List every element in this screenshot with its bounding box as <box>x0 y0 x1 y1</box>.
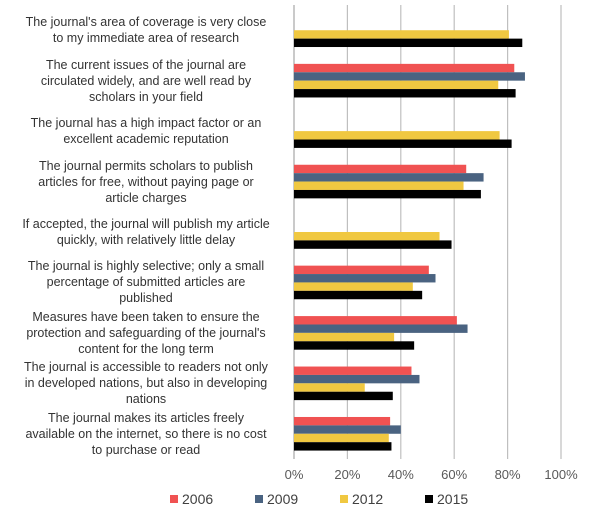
bar-2009 <box>294 324 468 333</box>
category-label-line: The journal is accessible to readers not… <box>24 360 268 375</box>
bar-2009 <box>294 173 484 182</box>
category-label-line: The journal has a high impact factor or … <box>30 116 262 131</box>
bar-2015 <box>294 139 512 148</box>
legend-swatch <box>340 495 348 503</box>
bar-2012 <box>294 232 440 241</box>
bar-2006 <box>294 416 391 426</box>
category-label: The journal's area of coverage is very c… <box>10 14 282 46</box>
bar-2012 <box>294 80 499 90</box>
category-label-line: nations <box>125 392 167 407</box>
category-label-line: protection and safeguarding of the journ… <box>26 325 266 340</box>
bar-2015 <box>294 189 481 199</box>
category-label-line: The journal's area of coverage is very c… <box>25 15 267 30</box>
bar-2006 <box>294 164 467 174</box>
legend-swatch <box>170 495 178 503</box>
legend-swatch <box>255 495 263 503</box>
category-label-line: The journal is highly selective; only a … <box>27 259 265 274</box>
legend-item-2015: 2015 <box>425 491 510 507</box>
category-label: The journal is highly selective; only a … <box>10 258 282 306</box>
bar-2012 <box>294 282 413 291</box>
bar-2012 <box>294 30 509 39</box>
legend-label: 2009 <box>267 491 299 507</box>
legend-item-2006: 2006 <box>170 491 255 507</box>
category-label-line: Measures have been taken to ensure the <box>32 309 260 324</box>
category-label-line: scholars in your field <box>89 89 203 104</box>
category-label: The journal is accessible to readers not… <box>10 359 282 407</box>
category-label-line: The journal makes its articles freely <box>48 410 244 425</box>
x-tick-label: 80% <box>495 467 521 482</box>
category-label-line: to purchase or read <box>91 442 201 457</box>
bar-2015 <box>294 442 392 451</box>
legend-label: 2015 <box>437 491 469 507</box>
bar-2006 <box>294 63 515 73</box>
bar-2012 <box>294 181 464 190</box>
x-tick-label: 40% <box>388 467 414 482</box>
category-label-line: The current issues of the journal are <box>45 57 247 72</box>
legend-swatch <box>425 495 433 503</box>
bar-2009 <box>294 274 436 283</box>
bar-2015 <box>294 290 423 300</box>
category-label-line: circulated widely, and are well read by <box>40 73 252 88</box>
bar-2012 <box>294 383 365 392</box>
x-tick-label: 60% <box>441 467 467 482</box>
category-label-line: The journal permits scholars to publish <box>39 158 253 173</box>
bar-2009 <box>294 72 525 81</box>
category-label-line: excellent academic reputation <box>63 132 229 147</box>
bar-2006 <box>294 366 412 375</box>
category-label-line: to my immediate area of research <box>52 31 240 46</box>
bar-2009 <box>294 425 401 434</box>
bar-2006 <box>294 265 429 275</box>
legend-label: 2012 <box>352 491 384 507</box>
bar-2012 <box>294 433 389 443</box>
category-label-line: articles for free, without paying page o… <box>38 174 254 189</box>
category-label: The journal has a high impact factor or … <box>10 115 282 147</box>
category-label-line: content for the long term <box>78 341 214 356</box>
category-label: Measures have been taken to ensure the pr… <box>10 309 282 357</box>
legend-item-2012: 2012 <box>340 491 425 507</box>
category-label: The journal permits scholars to publish a… <box>10 158 282 206</box>
bar-2015 <box>294 38 523 48</box>
bar-2015 <box>294 341 415 350</box>
bar-2009 <box>294 374 420 384</box>
category-label: The current issues of the journal are cir… <box>10 57 282 105</box>
category-label-line: percentage of submitted articles are <box>46 275 246 290</box>
legend-item-2009: 2009 <box>255 491 340 507</box>
legend: 2006 2009 2012 2015 <box>170 491 510 507</box>
x-tick-label: 20% <box>334 467 360 482</box>
category-label-line: in developed nations, but also in develo… <box>24 376 268 391</box>
category-label-line: published <box>119 291 173 306</box>
category-label-line: If accepted, the journal will publish my… <box>22 217 270 231</box>
bar-2015 <box>294 240 452 249</box>
category-label: The journal makes its articles freely ava… <box>10 410 282 458</box>
legend-label: 2006 <box>182 491 214 507</box>
bar-2012 <box>294 131 500 140</box>
x-tick-label: 100% <box>544 467 578 482</box>
category-label-line: available on the internet, so there is n… <box>25 426 267 441</box>
bar-2012 <box>294 332 395 342</box>
category-label-line: quickly, with relatively little delay <box>56 233 236 247</box>
bar-2006 <box>294 316 457 325</box>
category-label-line: article charges <box>105 190 187 205</box>
x-tick-label: 0% <box>285 467 304 482</box>
bar-2015 <box>294 89 516 98</box>
bar-2015 <box>294 391 393 401</box>
category-label: If accepted, the journal will publish my… <box>10 216 282 248</box>
